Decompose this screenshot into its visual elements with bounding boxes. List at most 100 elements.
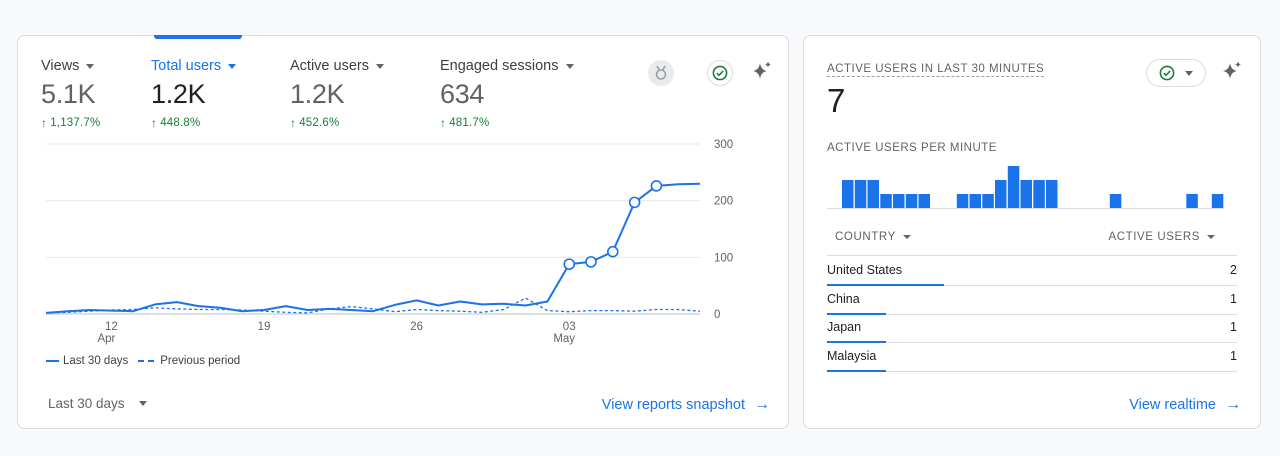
data-point-marker[interactable] (650, 180, 663, 192)
overview-card: Views 5.1K ↑ 1,137.7% Total users 1.2K ↑… (17, 35, 789, 429)
x-tick-day: 26 (410, 321, 423, 333)
minute-bar[interactable] (969, 194, 982, 208)
check-circle-icon (1159, 65, 1175, 81)
series-line-current (45, 182, 701, 314)
dashed-line-icon (138, 360, 155, 362)
minute-bar[interactable] (1007, 166, 1020, 208)
bars-baseline (827, 208, 1224, 209)
minute-bar[interactable] (982, 194, 994, 208)
minute-bar[interactable] (842, 180, 854, 208)
arrow-up-icon: ↑ (440, 116, 447, 130)
table-row[interactable]: United States 2 (827, 257, 1237, 286)
country-name: United States (827, 263, 903, 277)
minute-bar[interactable] (1046, 180, 1058, 208)
link-label: View realtime (1129, 397, 1216, 413)
caret-down-icon (86, 63, 95, 69)
change-text: 448.8% (160, 117, 201, 129)
country-active-users: 1 (1230, 291, 1237, 306)
table-row[interactable]: Malaysia 1 (827, 343, 1237, 372)
legend-item-previous: Previous period (138, 355, 240, 367)
minute-bar[interactable] (995, 180, 1007, 208)
y-tick-label: 100 (714, 252, 733, 264)
share-bar (827, 369, 886, 372)
metric-engaged-sessions-value: 634 (440, 79, 485, 109)
active-users-column-header[interactable]: ACTIVE USERS (1108, 231, 1215, 243)
y-tick-label: 300 (714, 139, 733, 151)
data-point-marker[interactable] (606, 245, 619, 258)
realtime-card: ACTIVE USERS IN LAST 30 MINUTES 7 ACTIVE… (803, 35, 1261, 429)
table-row[interactable]: Japan 1 (827, 314, 1237, 344)
metric-active-users-value: 1.2K (290, 79, 345, 109)
metric-label-text: Total users (151, 58, 222, 74)
view-realtime-link[interactable]: View realtime → (1129, 396, 1241, 414)
x-tick-day: 03 (563, 321, 576, 333)
minute-bar[interactable] (880, 194, 892, 208)
minute-bar[interactable] (854, 180, 867, 208)
change-text: 481.7% (449, 117, 490, 129)
change-text: 1,137.7% (50, 117, 101, 129)
column-label: ACTIVE USERS (1108, 231, 1200, 243)
country-name: Malaysia (827, 348, 877, 363)
minute-bar[interactable] (1186, 194, 1198, 208)
share-bar (827, 312, 886, 315)
x-tick-month: Apr (97, 333, 115, 345)
minute-bar[interactable] (956, 194, 969, 208)
metric-label-text: Active users (290, 58, 369, 74)
view-reports-snapshot-link[interactable]: View reports snapshot → (602, 396, 770, 414)
metric-engaged-sessions-label[interactable]: Engaged sessions (440, 58, 574, 74)
metric-views[interactable]: Views 5.1K ↑ 1,137.7% (41, 58, 100, 130)
legend-label: Last 30 days (63, 355, 129, 367)
minute-bar[interactable] (905, 194, 918, 208)
arrow-up-icon: ↑ (151, 116, 158, 130)
country-name: China (827, 291, 860, 306)
caret-down-icon (375, 63, 384, 69)
realtime-status-dropdown[interactable] (1146, 59, 1206, 87)
realtime-title[interactable]: ACTIVE USERS IN LAST 30 MINUTES (827, 63, 1045, 77)
data-point-marker[interactable] (563, 258, 576, 270)
minute-bar[interactable] (1109, 194, 1122, 208)
minute-bar[interactable] (1033, 180, 1045, 208)
arrow-right-icon: → (1225, 396, 1241, 413)
column-label: COUNTRY (835, 231, 896, 243)
sparkle-icon[interactable] (1219, 58, 1245, 84)
minute-bar[interactable] (1020, 180, 1033, 208)
metric-total-users-change: ↑ 448.8% (151, 116, 236, 130)
share-bar (827, 341, 886, 344)
caret-down-icon (1185, 70, 1193, 76)
arrow-up-icon: ↑ (290, 116, 297, 130)
data-point-marker[interactable] (585, 256, 597, 268)
sparkle-icon[interactable] (749, 58, 775, 84)
per-minute-subtitle: ACTIVE USERS PER MINUTE (827, 142, 997, 154)
country-active-users: 1 (1230, 320, 1237, 335)
country-active-users: 2 (1230, 263, 1237, 277)
table-header-divider (827, 255, 1237, 256)
metric-total-users[interactable]: Total users 1.2K ↑ 448.8% (151, 58, 237, 130)
metric-active-users-change: ↑ 452.6% (290, 116, 384, 130)
data-point-marker[interactable] (628, 196, 641, 209)
metric-total-users-label[interactable]: Total users (151, 58, 237, 74)
check-circle-icon[interactable] (707, 60, 733, 86)
per-minute-bar-chart (842, 166, 1224, 208)
caret-down-icon (565, 63, 574, 69)
metric-views-label[interactable]: Views (41, 58, 100, 74)
minute-bar[interactable] (918, 194, 931, 208)
minute-bar[interactable] (867, 180, 880, 208)
minute-bar[interactable] (893, 194, 905, 208)
country-active-users: 1 (1230, 348, 1237, 363)
solid-line-icon (46, 360, 59, 362)
metric-label-text: Views (41, 58, 80, 74)
x-tick-day: 12 (105, 321, 118, 333)
y-tick-label: 200 (714, 196, 733, 208)
y-tick-label: 0 (714, 309, 720, 321)
x-tick-day: 19 (258, 321, 271, 333)
active-tab-indicator (154, 35, 242, 39)
metric-active-users-label[interactable]: Active users (290, 58, 384, 74)
date-range-select[interactable]: Last 30 days (48, 396, 147, 411)
metric-active-users[interactable]: Active users 1.2K ↑ 452.6% (290, 58, 384, 130)
medal-icon[interactable] (648, 60, 674, 86)
caret-down-icon (138, 401, 147, 406)
table-row[interactable]: China 1 (827, 286, 1237, 315)
country-column-header[interactable]: COUNTRY (835, 231, 911, 243)
metric-engaged-sessions[interactable]: Engaged sessions 634 ↑ 481.7% (440, 58, 574, 130)
minute-bar[interactable] (1211, 194, 1224, 208)
